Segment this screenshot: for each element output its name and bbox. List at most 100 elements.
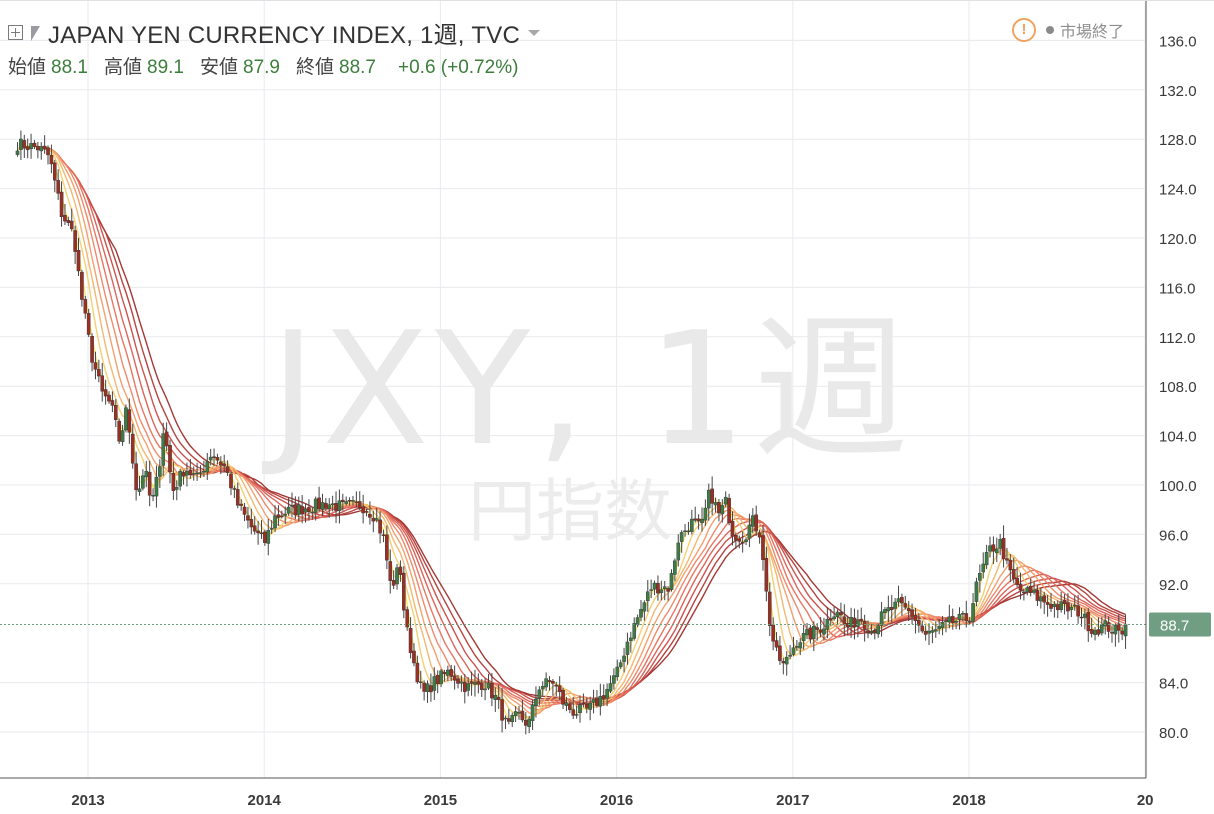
- candle-up: [1052, 603, 1057, 608]
- candle-up: [544, 678, 548, 688]
- candle-up: [459, 681, 464, 684]
- candle-down: [910, 609, 914, 617]
- candle-down: [259, 532, 264, 534]
- x-tick-label: 2015: [424, 792, 457, 809]
- candle-up: [856, 619, 860, 627]
- candle-down: [97, 369, 101, 377]
- close-label: 終値: [296, 57, 335, 78]
- candle-down: [22, 140, 27, 149]
- y-tick-label: 96.0: [1159, 527, 1188, 544]
- candle-up: [788, 654, 792, 657]
- candle-down: [239, 503, 243, 506]
- candle-down: [1018, 583, 1023, 591]
- candle-up: [266, 530, 271, 544]
- candle-up: [700, 519, 704, 524]
- candle-up: [994, 548, 999, 554]
- candle-down: [381, 534, 386, 536]
- title-row: JAPAN YEN CURRENCY INDEX, 1週, TVC: [8, 18, 541, 49]
- candle-down: [1066, 602, 1070, 612]
- candle-down: [764, 557, 769, 592]
- high-value: 89.1: [147, 57, 184, 78]
- candle-up: [537, 689, 542, 699]
- candle-up: [185, 471, 189, 476]
- candle-up: [578, 704, 582, 714]
- candle-down: [842, 616, 847, 625]
- y-tick-label: 108.0: [1159, 379, 1197, 396]
- symbol-title[interactable]: JAPAN YEN CURRENCY INDEX, 1週, TVC: [48, 21, 521, 49]
- candle-up: [1059, 601, 1063, 610]
- candle-down: [1035, 590, 1040, 601]
- candle-up: [876, 625, 880, 635]
- high-label: 高値: [104, 57, 143, 78]
- candle-down: [1079, 616, 1084, 619]
- candle-down: [249, 519, 254, 528]
- candle-up: [432, 676, 437, 691]
- candle-down: [171, 472, 176, 491]
- candle-down: [415, 662, 420, 683]
- candle-up: [822, 628, 826, 635]
- candle-up: [1083, 613, 1087, 618]
- x-tick-label: 2017: [776, 792, 809, 809]
- caret-down-icon[interactable]: [528, 30, 541, 36]
- x-tick-label: 2014: [248, 792, 282, 809]
- candle-down: [852, 617, 857, 628]
- x-tick-label: 2018: [952, 792, 985, 809]
- candle-down: [408, 628, 413, 654]
- candle-down: [52, 162, 57, 181]
- candle-up: [659, 589, 664, 593]
- candle-up: [605, 689, 609, 699]
- candle-up: [954, 621, 958, 623]
- candle-down: [334, 503, 338, 511]
- y-tick-label: 84.0: [1159, 676, 1188, 693]
- candle-up: [154, 476, 159, 497]
- candle-down: [388, 561, 393, 581]
- candle-up: [639, 609, 643, 618]
- candle-up: [151, 494, 155, 497]
- candle-down: [225, 466, 230, 473]
- candle-up: [676, 542, 681, 561]
- candle-up: [642, 602, 647, 612]
- candle-down: [1106, 622, 1111, 632]
- candle-down: [771, 624, 775, 642]
- candle-up: [483, 688, 487, 691]
- candle-up: [747, 524, 752, 539]
- candle-down: [737, 538, 742, 542]
- candle-down: [859, 618, 864, 622]
- candle-down: [110, 400, 115, 406]
- candle-down: [147, 471, 152, 496]
- candle-down: [181, 472, 186, 477]
- candle-up: [944, 620, 948, 622]
- candle-up: [974, 581, 979, 602]
- candle-up: [439, 670, 443, 685]
- candle-up: [510, 715, 515, 722]
- candle-up: [29, 143, 33, 150]
- low-label: 安値: [200, 57, 239, 78]
- plus-square-icon[interactable]: [8, 24, 23, 40]
- candle-down: [1110, 632, 1114, 634]
- candle-down: [263, 531, 267, 543]
- candle-down: [767, 591, 772, 626]
- flag-icon[interactable]: [31, 25, 40, 41]
- candle-down: [1062, 600, 1067, 604]
- candle-down: [398, 566, 403, 576]
- candle-down: [1028, 586, 1033, 594]
- candle-up: [493, 695, 498, 700]
- candle-down: [341, 499, 345, 503]
- candle-down: [920, 625, 925, 632]
- candle-up: [330, 503, 335, 506]
- candle-down: [693, 518, 698, 521]
- candle-up: [869, 630, 874, 634]
- candle-up: [805, 629, 809, 636]
- candle-up: [320, 502, 325, 510]
- warning-circle-icon[interactable]: !: [1012, 18, 1036, 42]
- candle-down: [127, 409, 132, 433]
- market-status-label: 市場終了: [1060, 24, 1125, 41]
- candle-down: [46, 147, 50, 156]
- candle-down: [754, 514, 759, 532]
- candle-up: [588, 702, 592, 710]
- x-tick-label: 2013: [71, 792, 104, 809]
- candle-up: [310, 511, 315, 514]
- candle-up: [283, 513, 288, 516]
- candle-down: [500, 699, 504, 721]
